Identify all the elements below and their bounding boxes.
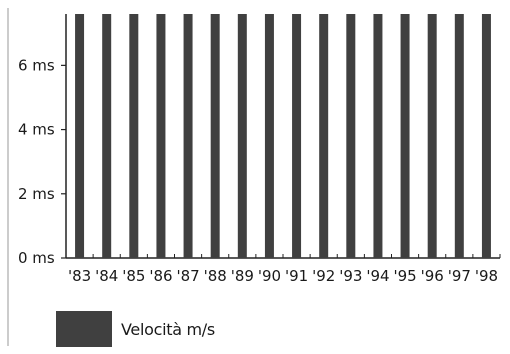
- y-tick-label: 4 ms: [18, 121, 55, 139]
- legend-label: Velocità m/s: [121, 319, 215, 339]
- bar: [156, 14, 166, 258]
- bar: [210, 14, 220, 258]
- x-tick-label: '83: [68, 267, 91, 285]
- bar: [481, 14, 491, 258]
- x-tick-label: '91: [285, 267, 308, 285]
- bar: [319, 14, 329, 258]
- x-axis-ticks: '83'84'85'86'87 '88'89'90'91'92'93'94'95 '…: [68, 254, 501, 285]
- bar: [454, 14, 464, 258]
- bar: [237, 14, 247, 258]
- bar: [183, 14, 193, 258]
- y-tick-label: 6 ms: [18, 56, 55, 74]
- legend-swatch: [56, 311, 112, 347]
- y-tick-label: 0 ms: [18, 249, 55, 267]
- bar: [75, 14, 85, 258]
- bar: [373, 14, 383, 258]
- x-tick-label: '96: [421, 267, 444, 285]
- x-tick-label: '90: [258, 267, 281, 285]
- x-tick-label: '86: [149, 267, 172, 285]
- x-tick-label: '84: [95, 267, 118, 285]
- bar: [264, 14, 274, 258]
- x-tick-label: '93: [339, 267, 362, 285]
- legend: Velocità m/s: [56, 311, 215, 347]
- x-tick-label: '95: [393, 267, 416, 285]
- x-tick-label: '98: [475, 267, 498, 285]
- x-tick-label: '89: [231, 267, 254, 285]
- bar: [400, 14, 410, 258]
- x-tick-label: '94: [366, 267, 389, 285]
- y-tick-label: 2 ms: [18, 185, 55, 203]
- x-tick-label: '92: [312, 267, 335, 285]
- bar-series: [75, 14, 491, 258]
- bar: [129, 14, 139, 258]
- x-tick-label: '88: [204, 267, 227, 285]
- x-tick-label: '85: [122, 267, 145, 285]
- bar: [427, 14, 437, 258]
- x-tick-label: '87: [176, 267, 199, 285]
- bar: [292, 14, 302, 258]
- x-tick-label: '97: [448, 267, 471, 285]
- y-axis-ticks: 0 ms 2 ms 4 ms 6 ms: [18, 56, 66, 267]
- bar: [102, 14, 112, 258]
- bar: [346, 14, 356, 258]
